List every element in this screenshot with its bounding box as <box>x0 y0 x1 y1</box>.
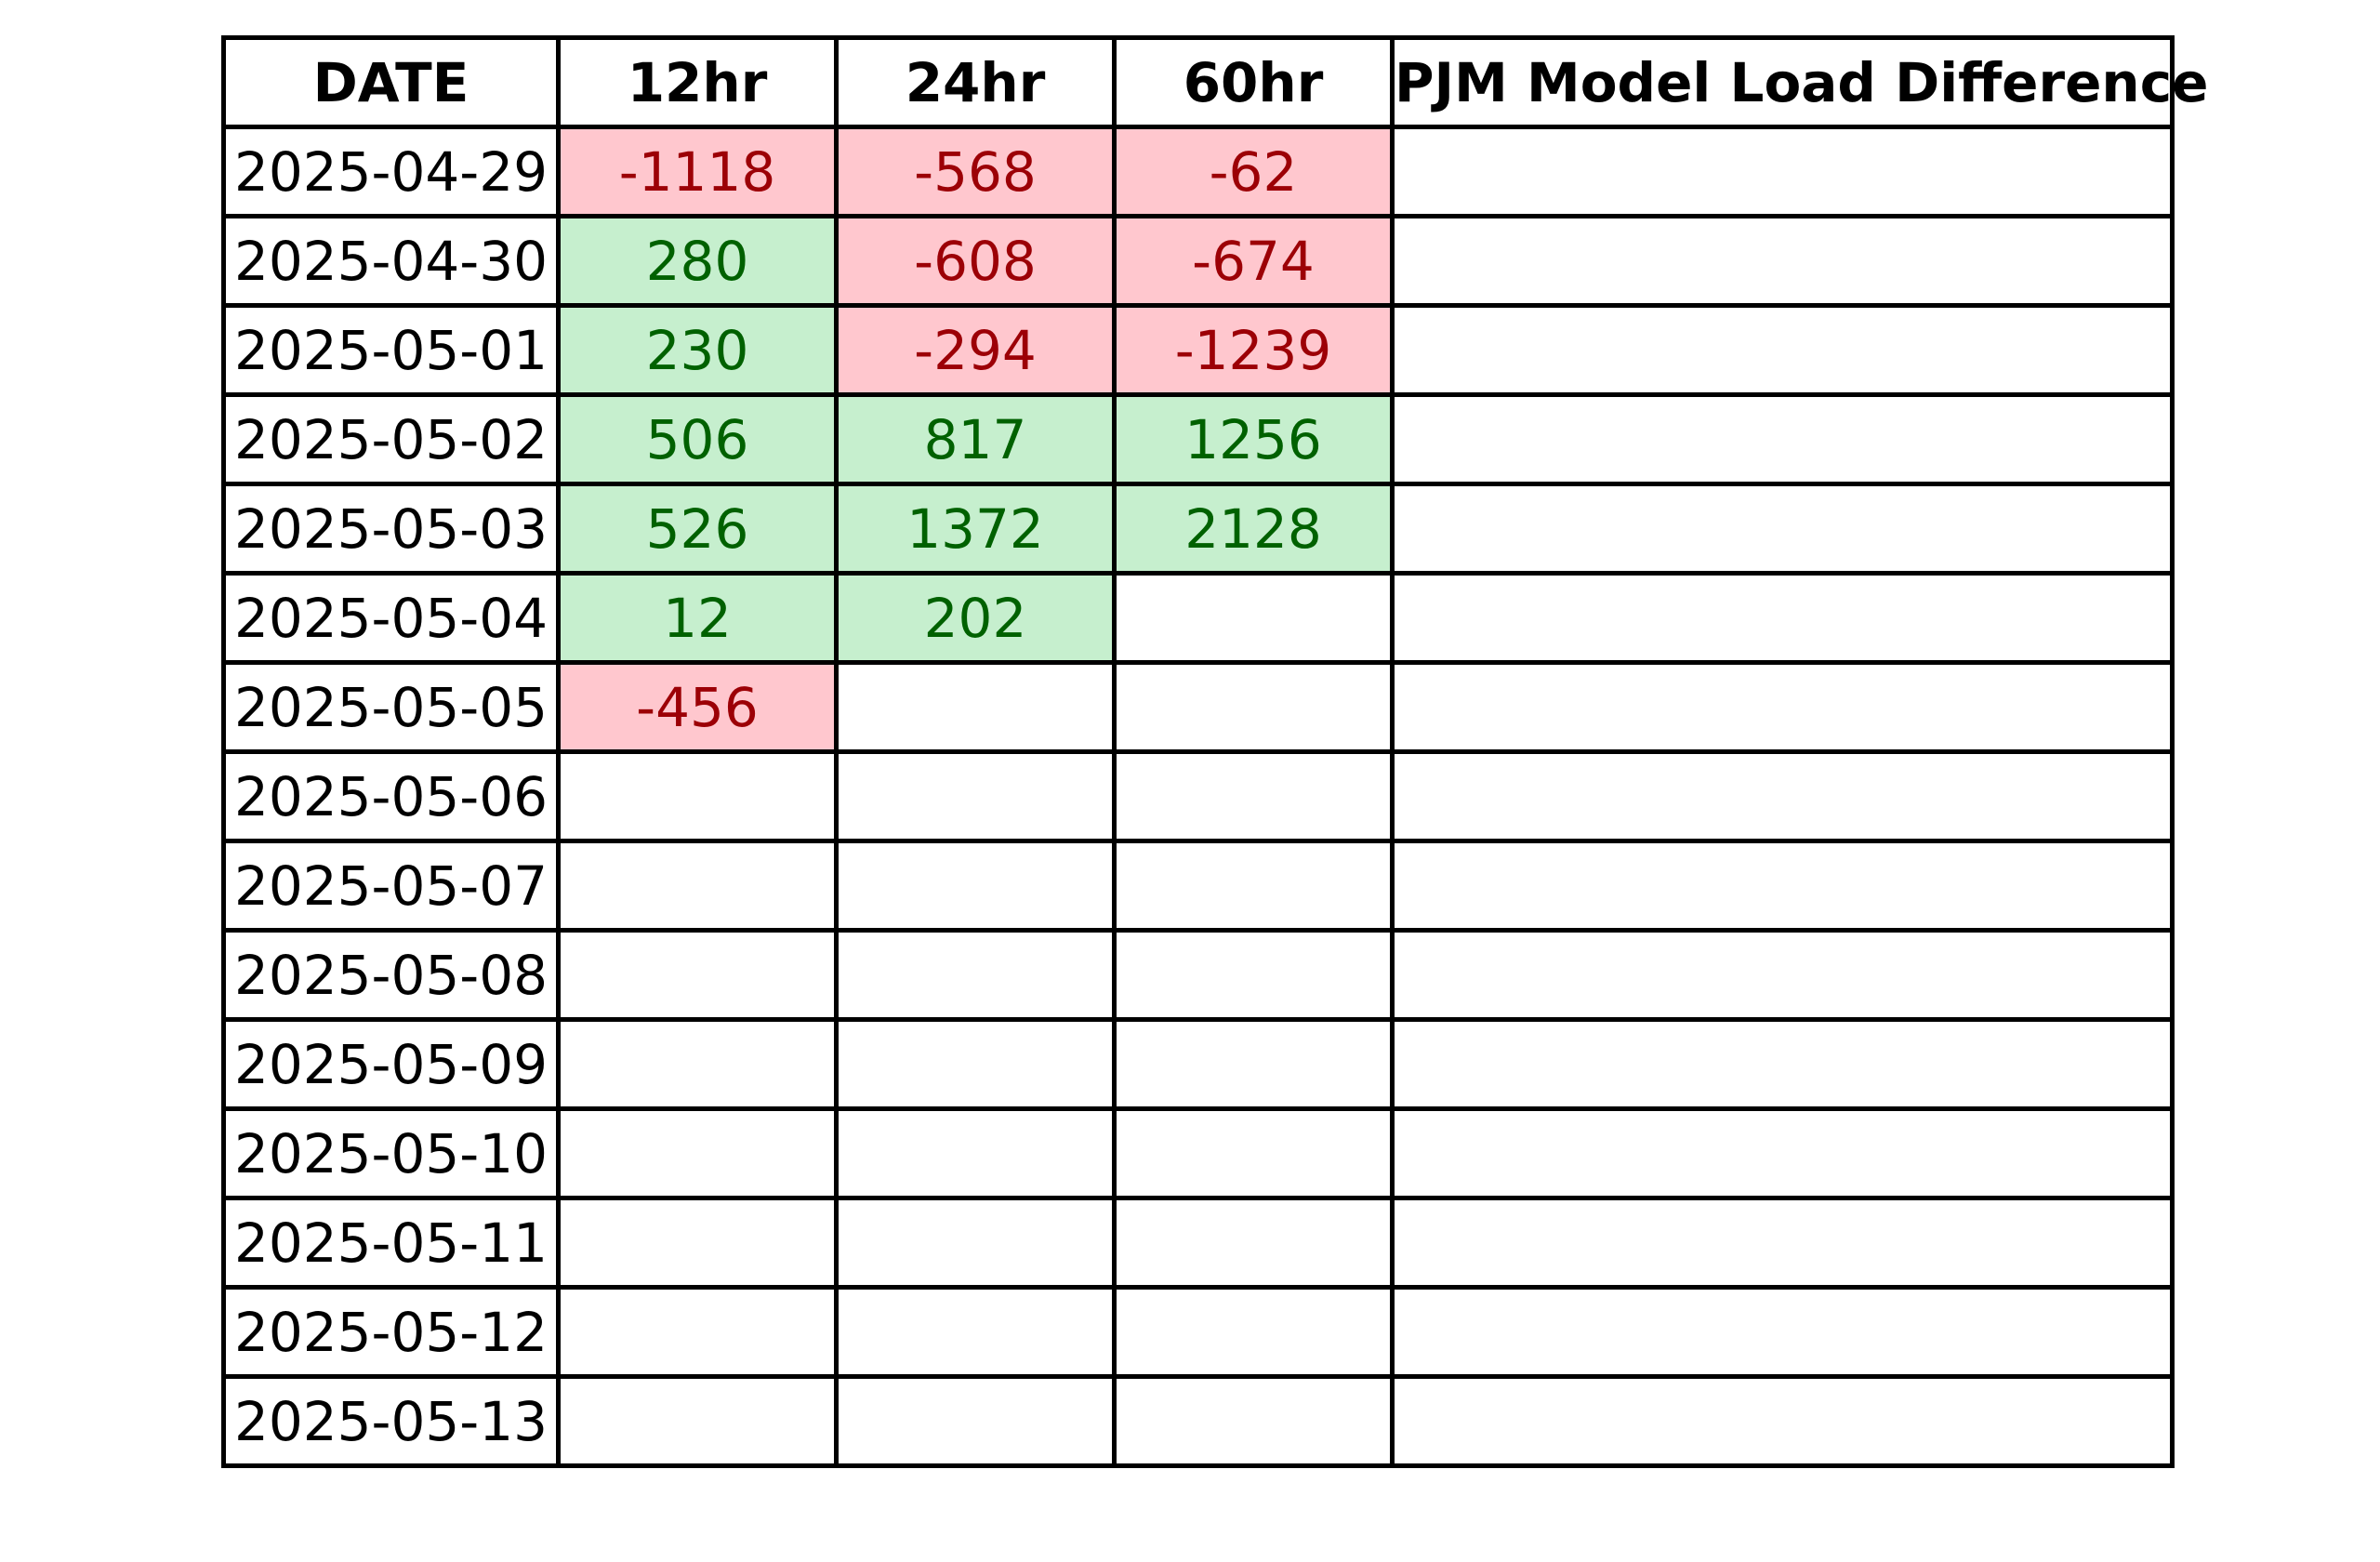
value-24hr-cell: -568 <box>834 125 1117 218</box>
date-cell: 2025-05-03 <box>221 482 561 576</box>
value-12hr-cell: -456 <box>556 660 839 754</box>
value-60hr-cell: -674 <box>1112 214 1395 308</box>
date-cell: 2025-05-06 <box>221 749 561 843</box>
value-12hr-cell: -1118 <box>556 125 839 218</box>
header-date: DATE <box>221 35 561 129</box>
value-24hr-cell <box>834 749 1117 843</box>
pjm-difference-cell <box>1390 1285 2175 1379</box>
value-60hr-cell <box>1112 1196 1395 1290</box>
table-row: 2025-05-08 <box>221 928 2175 1022</box>
value-60hr-cell <box>1112 749 1395 843</box>
table-row: 2025-05-11 <box>221 1196 2175 1290</box>
date-cell: 2025-05-10 <box>221 1106 561 1200</box>
table-body: 2025-04-29 -1118 -568 -62 2025-04-30 280 -608-… <box>221 125 2175 1468</box>
value-24hr-cell <box>834 928 1117 1022</box>
header-60hr: 60hr <box>1112 35 1395 129</box>
date-cell: 2025-05-02 <box>221 392 561 486</box>
value-60hr-cell <box>1112 1285 1395 1379</box>
value-12hr-cell: 230 <box>556 303 839 397</box>
value-12hr-cell: 526 <box>556 482 839 576</box>
date-cell: 2025-04-29 <box>221 125 561 218</box>
header-row: DATE 12hr 24hr 60hr PJM Model Load Diffe… <box>221 35 2208 129</box>
table-row: 2025-05-02 506 817 1256 <box>221 392 2175 486</box>
pjm-difference-cell <box>1390 392 2175 486</box>
value-24hr-cell <box>834 839 1117 933</box>
value-60hr-cell <box>1112 928 1395 1022</box>
pjm-difference-cell <box>1390 839 2175 933</box>
table-row: 2025-05-01 230 -294 -1239 <box>221 303 2175 397</box>
load-difference-table: DATE 12hr 24hr 60hr PJM Model Load Diffe… <box>221 35 2208 1468</box>
value-60hr-cell <box>1112 1106 1395 1200</box>
table-row: 2025-05-07 <box>221 839 2175 933</box>
table-row: 2025-05-05 -456 <box>221 660 2175 754</box>
date-cell: 2025-05-05 <box>221 660 561 754</box>
value-24hr-cell: 1372 <box>834 482 1117 576</box>
pjm-difference-cell <box>1390 571 2175 665</box>
table-row: 2025-04-29 -1118 -568 -62 <box>221 125 2175 218</box>
pjm-difference-cell <box>1390 1017 2175 1111</box>
header-24hr: 24hr <box>834 35 1117 129</box>
value-24hr-cell <box>834 1374 1117 1468</box>
value-60hr-cell <box>1112 1374 1395 1468</box>
value-24hr-cell <box>834 660 1117 754</box>
value-24hr-cell: -608 <box>834 214 1117 308</box>
pjm-difference-cell <box>1390 749 2175 843</box>
value-12hr-cell <box>556 1285 839 1379</box>
pjm-difference-cell <box>1390 482 2175 576</box>
value-12hr-cell <box>556 1374 839 1468</box>
table-row: 2025-05-13 <box>221 1374 2175 1468</box>
value-24hr-cell <box>834 1285 1117 1379</box>
value-24hr-cell <box>834 1017 1117 1111</box>
value-60hr-cell: 1256 <box>1112 392 1395 486</box>
value-12hr-cell <box>556 1017 839 1111</box>
table-row: 2025-05-12 <box>221 1285 2175 1379</box>
date-cell: 2025-04-30 <box>221 214 561 308</box>
pjm-difference-cell <box>1390 1106 2175 1200</box>
pjm-difference-cell <box>1390 928 2175 1022</box>
value-60hr-cell: -1239 <box>1112 303 1395 397</box>
date-cell: 2025-05-09 <box>221 1017 561 1111</box>
date-cell: 2025-05-08 <box>221 928 561 1022</box>
value-24hr-cell: 202 <box>834 571 1117 665</box>
date-cell: 2025-05-04 <box>221 571 561 665</box>
table-row: 2025-04-30 280 -608 -674 <box>221 214 2175 308</box>
pjm-difference-cell <box>1390 1196 2175 1290</box>
date-cell: 2025-05-07 <box>221 839 561 933</box>
table-row: 2025-05-04 12 202 <box>221 571 2175 665</box>
table-row: 2025-05-09 <box>221 1017 2175 1111</box>
value-12hr-cell: 280 <box>556 214 839 308</box>
pjm-difference-cell <box>1390 303 2175 397</box>
value-12hr-cell <box>556 839 839 933</box>
table-row: 2025-05-06 <box>221 749 2175 843</box>
value-60hr-cell <box>1112 839 1395 933</box>
value-12hr-cell <box>556 1196 839 1290</box>
pjm-difference-cell <box>1390 125 2175 218</box>
value-60hr-cell: 2128 <box>1112 482 1395 576</box>
date-cell: 2025-05-12 <box>221 1285 561 1379</box>
date-cell: 2025-05-13 <box>221 1374 561 1468</box>
value-24hr-cell: 817 <box>834 392 1117 486</box>
value-24hr-cell: -294 <box>834 303 1117 397</box>
value-12hr-cell <box>556 928 839 1022</box>
header-12hr: 12hr <box>556 35 839 129</box>
value-12hr-cell <box>556 1106 839 1200</box>
pjm-difference-cell <box>1390 214 2175 308</box>
value-12hr-cell <box>556 749 839 843</box>
date-cell: 2025-05-01 <box>221 303 561 397</box>
value-24hr-cell <box>834 1196 1117 1290</box>
value-12hr-cell: 506 <box>556 392 839 486</box>
date-cell: 2025-05-11 <box>221 1196 561 1290</box>
value-24hr-cell <box>834 1106 1117 1200</box>
value-60hr-cell <box>1112 660 1395 754</box>
value-60hr-cell <box>1112 571 1395 665</box>
value-60hr-cell <box>1112 1017 1395 1111</box>
header-pjm-model-load-difference: PJM Model Load Difference <box>1390 35 2208 129</box>
value-60hr-cell: -62 <box>1112 125 1395 218</box>
value-12hr-cell: 12 <box>556 571 839 665</box>
pjm-difference-cell <box>1390 1374 2175 1468</box>
pjm-difference-cell <box>1390 660 2175 754</box>
table-row: 2025-05-10 <box>221 1106 2175 1200</box>
table-row: 2025-05-03 526 1372 2128 <box>221 482 2175 576</box>
